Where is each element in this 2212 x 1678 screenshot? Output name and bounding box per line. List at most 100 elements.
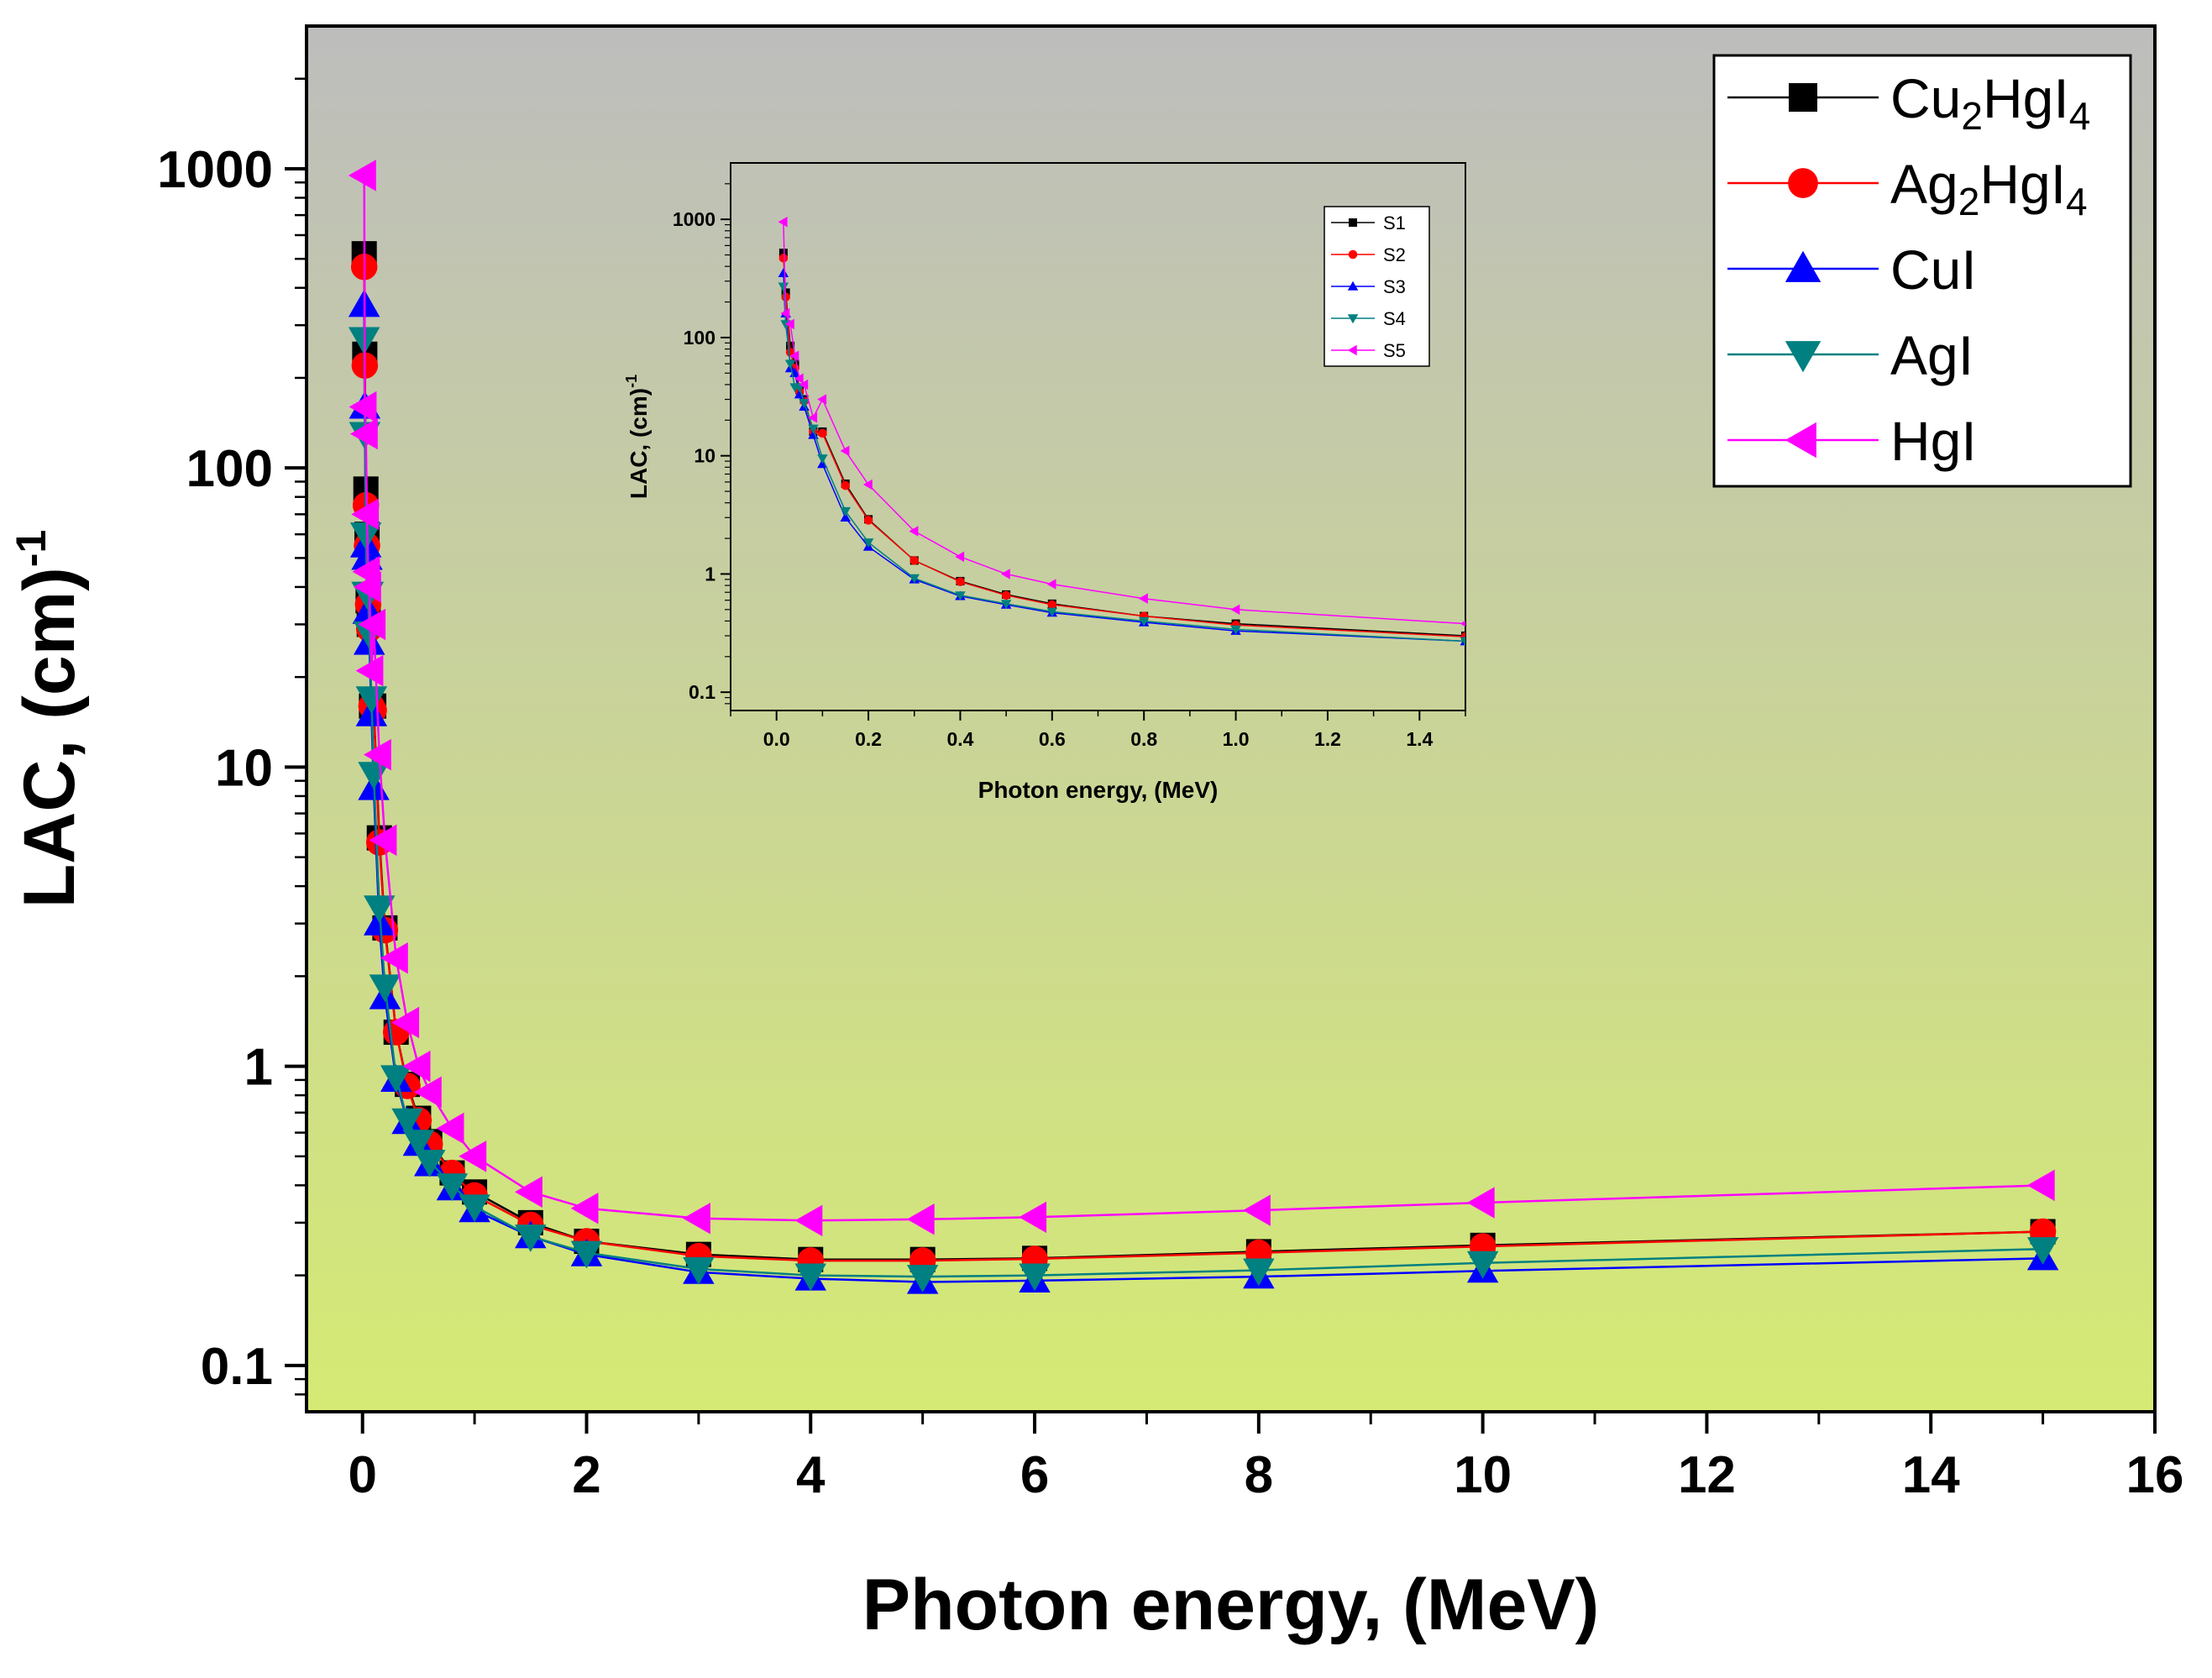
data-point-HgI (364, 738, 391, 771)
data-point-AgI (515, 1224, 547, 1252)
data-point-AgI (436, 1173, 469, 1202)
inset-y-tick-label: 100 (684, 327, 715, 349)
data-point-HgI (436, 1112, 464, 1145)
inset-data-point (863, 516, 873, 525)
data-point-HgI (414, 1076, 442, 1109)
inset-data-point (955, 591, 966, 601)
inset-data-point (862, 538, 874, 548)
legend-item-Ag2HgI4: Ag2HgI4 (1727, 153, 2088, 223)
inset-data-point (909, 574, 920, 584)
inset-data-point (808, 412, 818, 423)
y-axis-title: LAC, (cm)-1 (8, 530, 90, 909)
inset-data-point (1046, 579, 1056, 590)
inset-x-tick-label: 1.0 (1223, 728, 1250, 750)
inset-data-point (956, 577, 965, 586)
data-point-HgI (515, 1176, 543, 1208)
x-tick-label: 10 (1454, 1446, 1512, 1504)
data-point-AgI (570, 1240, 603, 1269)
inset-x-tick-label: 1.2 (1314, 728, 1341, 750)
data-point-AgI (358, 762, 390, 790)
inset-legend-marker (1348, 249, 1358, 260)
inset-data-point (955, 551, 965, 563)
inset-legend-label: S3 (1383, 276, 1406, 297)
inset-data-point (784, 359, 796, 370)
inset-legend-label: S2 (1383, 244, 1406, 265)
inset-data-point (841, 480, 850, 490)
legend-marker-HgI (1785, 422, 1816, 459)
inset-legend-marker (1347, 314, 1359, 324)
data-point-AgI (391, 1108, 423, 1136)
inset-data-point (1230, 604, 1240, 616)
inset-data-point (794, 373, 804, 384)
inset-data-point (840, 506, 851, 517)
data-point-HgI (391, 1006, 420, 1039)
inset-data-point (840, 445, 850, 457)
data-point-HgI (358, 608, 386, 641)
legend-item-HgI: HgI (1727, 410, 1977, 472)
inset-x-tick-label: 1.4 (1406, 728, 1433, 750)
y-tick-label: 10 (215, 739, 273, 797)
data-point-AgI (683, 1257, 715, 1285)
data-point-AgI (2026, 1237, 2059, 1265)
data-point-AgI (1243, 1258, 1275, 1287)
main-axes: 0 2 4 6 8 10 12 14 16 0.1 1 10 100 1000 Photon energy,… (8, 77, 2183, 1645)
data-point-AgI (1019, 1263, 1051, 1292)
data-point-HgI (683, 1203, 710, 1235)
inset-data-point (778, 249, 788, 258)
legend-marker-Cu2HgI4 (1789, 83, 1817, 112)
inset-data-point (1046, 607, 1058, 617)
inset-data-point (1138, 616, 1150, 627)
x-axis-title: Photon energy, (MeV) (862, 1565, 1600, 1645)
inset-data-point (1047, 600, 1057, 610)
inset-data-point (817, 454, 828, 464)
inset-y-tick-label: 10 (694, 445, 715, 467)
y-tick-label: 100 (186, 440, 273, 498)
data-point-AgI (380, 1065, 412, 1093)
data-point-AgI (349, 522, 382, 550)
inset-data-point (840, 512, 851, 522)
inset-data-point (909, 556, 919, 565)
inset-data-point (778, 217, 788, 228)
inset-data-point (790, 359, 799, 369)
inset-data-point (778, 254, 789, 263)
data-point-HgI (1019, 1201, 1047, 1234)
inset-y-tick-label: 1 (705, 563, 715, 585)
data-point-HgI (351, 498, 380, 531)
inset-data-point (862, 479, 873, 490)
legend-label: Ag2HgI4 (1890, 153, 2088, 223)
inset-data-point (789, 350, 799, 361)
data-point-AgI (459, 1194, 490, 1223)
x-tick-label: 2 (572, 1446, 600, 1504)
data-point-HgI (402, 1050, 431, 1083)
legend-marker-Ag2HgI4 (1788, 168, 1818, 198)
plot-frame (305, 24, 2157, 1413)
legend-item-AgI: AgI (1727, 324, 1974, 386)
x-tick-label: 8 (1245, 1446, 1273, 1504)
inset-data-point (808, 424, 819, 434)
legend-item-CuI: CuI (1727, 239, 1977, 301)
legend-label: Cu2HgI4 (1890, 67, 2090, 138)
main-legend: Cu2HgI4 Ag2HgI4 CuI AgI HgI (1712, 54, 2132, 488)
inset-x-tick-label: 0.4 (946, 728, 973, 750)
inset-legend-marker (1349, 218, 1357, 227)
series-HgI (348, 160, 2055, 1237)
inset-legend-item-S5: S5 (1331, 340, 1406, 361)
inset-y-axis-title: LAC, (cm)-1 (623, 375, 652, 499)
legend-box (1712, 54, 2132, 488)
inset-chart: 0.0 0.2 0.4 0.6 0.8 1.0 1.2 1.4 0.1 1 10 100 1000 Pho… (623, 162, 1466, 803)
inset-data-point (1230, 625, 1241, 635)
inset-legend-label: S4 (1383, 308, 1406, 329)
inset-legend-marker (1347, 344, 1357, 356)
inset-x-axis-title: Photon energy, (MeV) (978, 777, 1219, 803)
inset-data-point (1460, 621, 1465, 627)
inset-data-point (780, 307, 790, 319)
legend-marker-AgI (1785, 341, 1821, 373)
legend-label: HgI (1890, 410, 1977, 472)
data-point-AgI (1466, 1251, 1499, 1279)
y-tick-label: 0.1 (201, 1338, 273, 1396)
data-point-HgI (355, 654, 384, 687)
data-point-HgI (906, 1203, 935, 1235)
x-tick-label: 14 (1902, 1446, 1960, 1504)
data-point-HgI (349, 391, 377, 423)
data-point-HgI (380, 942, 408, 974)
